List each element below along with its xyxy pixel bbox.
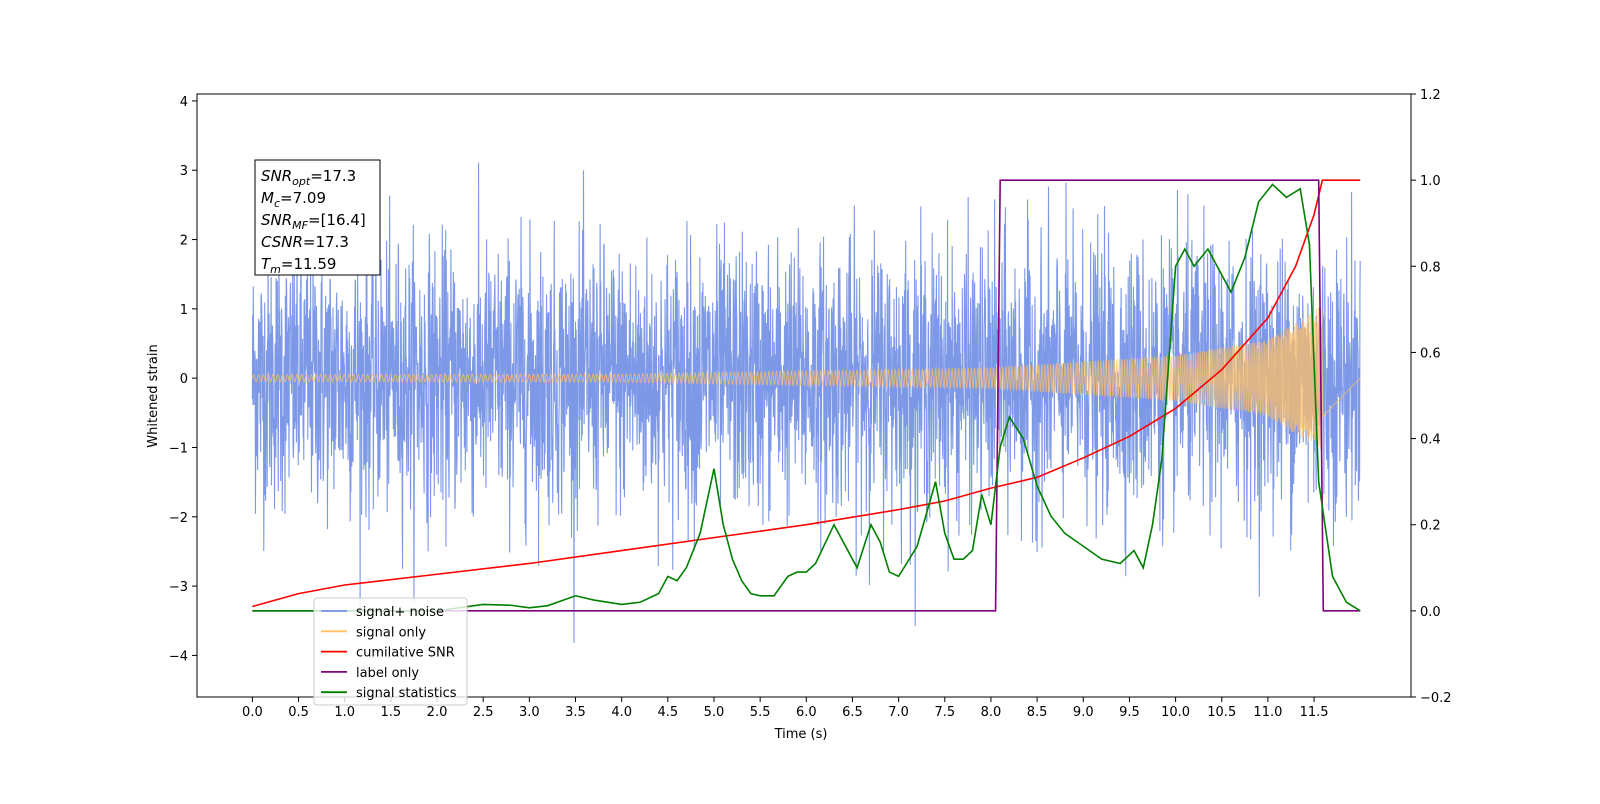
y2-axis-ticks: 1.2 1.0 0.8 0.6 0.4 0.2 0.0 −0.2 (1411, 88, 1452, 706)
y-tick-label: −2 (169, 511, 188, 526)
stats-annotation-frame (254, 159, 381, 276)
stats-annotation-line: Tm=11.59 (261, 255, 336, 276)
x-tick-label: 7.5 (934, 705, 955, 720)
legend-label-signal-statistics: signal statistics (356, 686, 457, 701)
y-tick-label: −3 (169, 580, 188, 595)
y2-tick-label: −0.2 (1420, 691, 1452, 706)
y-tick-label: 4 (180, 95, 188, 110)
x-tick-label: 3.5 (565, 705, 586, 720)
y2-tick-label: 0.2 (1420, 519, 1441, 534)
x-tick-label: 8.0 (981, 705, 1002, 720)
x-tick-label: 8.5 (1027, 705, 1048, 720)
x-tick-label: 11.5 (1300, 705, 1329, 720)
y-tick-label: 0 (180, 372, 188, 387)
stats-annotation-line: Mc=7.09 (261, 189, 326, 210)
x-tick-label: 0.5 (288, 705, 309, 720)
x-axis-ticks: 0.0 0.5 1.0 1.5 2.0 2.5 3.0 3.5 4.0 4.5 5.0 5.5 6.0 6… (242, 697, 1329, 720)
y-tick-label: −4 (169, 649, 188, 664)
stats-annotation-line: CSNR=17.3 (261, 233, 349, 251)
series-line-label-only (252, 179, 1361, 612)
series-line-signal-noise (251, 162, 1361, 643)
x-tick-label: 5.0 (704, 705, 725, 720)
series-layer (251, 162, 1361, 643)
x-tick-label: 11.0 (1253, 705, 1282, 720)
y2-tick-label: 0.6 (1420, 346, 1441, 361)
x-tick-label: 2.5 (473, 705, 494, 720)
y-tick-label: −1 (169, 441, 188, 456)
x-tick-label: 9.0 (1073, 705, 1094, 720)
stats-annotation-line: SNRMF=[16.4] (261, 211, 366, 232)
y2-tick-label: 1.2 (1420, 88, 1441, 103)
y-tick-label: 2 (180, 234, 188, 249)
x-tick-label: 4.0 (611, 705, 632, 720)
plot-frame (196, 93, 1412, 698)
x-tick-label: 1.5 (381, 705, 402, 720)
legend-label-label-only: label only (356, 666, 419, 681)
x-tick-label: 0.0 (242, 705, 263, 720)
legend-label-signal-noise: signal+ noise (356, 605, 444, 620)
x-tick-label: 1.0 (334, 705, 355, 720)
y2-tick-label: 0.4 (1420, 433, 1441, 448)
y2-tick-label: 0.8 (1420, 260, 1441, 275)
x-tick-label: 9.5 (1119, 705, 1140, 720)
y2-tick-label: 1.0 (1420, 174, 1441, 189)
stats-annotation-line: SNRopt=17.3 (261, 167, 356, 188)
x-tick-label: 2.0 (427, 705, 448, 720)
x-tick-label: 3.0 (519, 705, 540, 720)
legend: signal+ noise signal only cumilative SNR la… (313, 597, 468, 706)
y-tick-label: 3 (180, 164, 188, 179)
y-tick-label: 1 (180, 303, 188, 318)
series-line-signal-statistics (252, 183, 1361, 612)
x-tick-label: 10.0 (1161, 705, 1190, 720)
x-tick-label: 6.5 (842, 705, 863, 720)
series-line-cumilative-snr (252, 179, 1361, 608)
series-line-signal-only (251, 307, 1361, 450)
x-axis-label: Time (s) (774, 727, 828, 742)
legend-label-cumilative-snr: cumilative SNR (356, 646, 455, 661)
x-tick-label: 5.5 (750, 705, 771, 720)
y-axis-label: Whitened strain (146, 344, 161, 447)
legend-label-signal-only: signal only (356, 625, 426, 640)
x-tick-label: 10.5 (1207, 705, 1236, 720)
x-tick-label: 4.5 (657, 705, 678, 720)
y2-tick-label: 0.0 (1420, 605, 1441, 620)
x-tick-label: 7.0 (888, 705, 909, 720)
x-tick-label: 6.0 (796, 705, 817, 720)
legend-frame (313, 597, 468, 706)
y-axis-ticks: 4 3 2 1 0 −1 −2 −3 −4 (169, 95, 197, 664)
